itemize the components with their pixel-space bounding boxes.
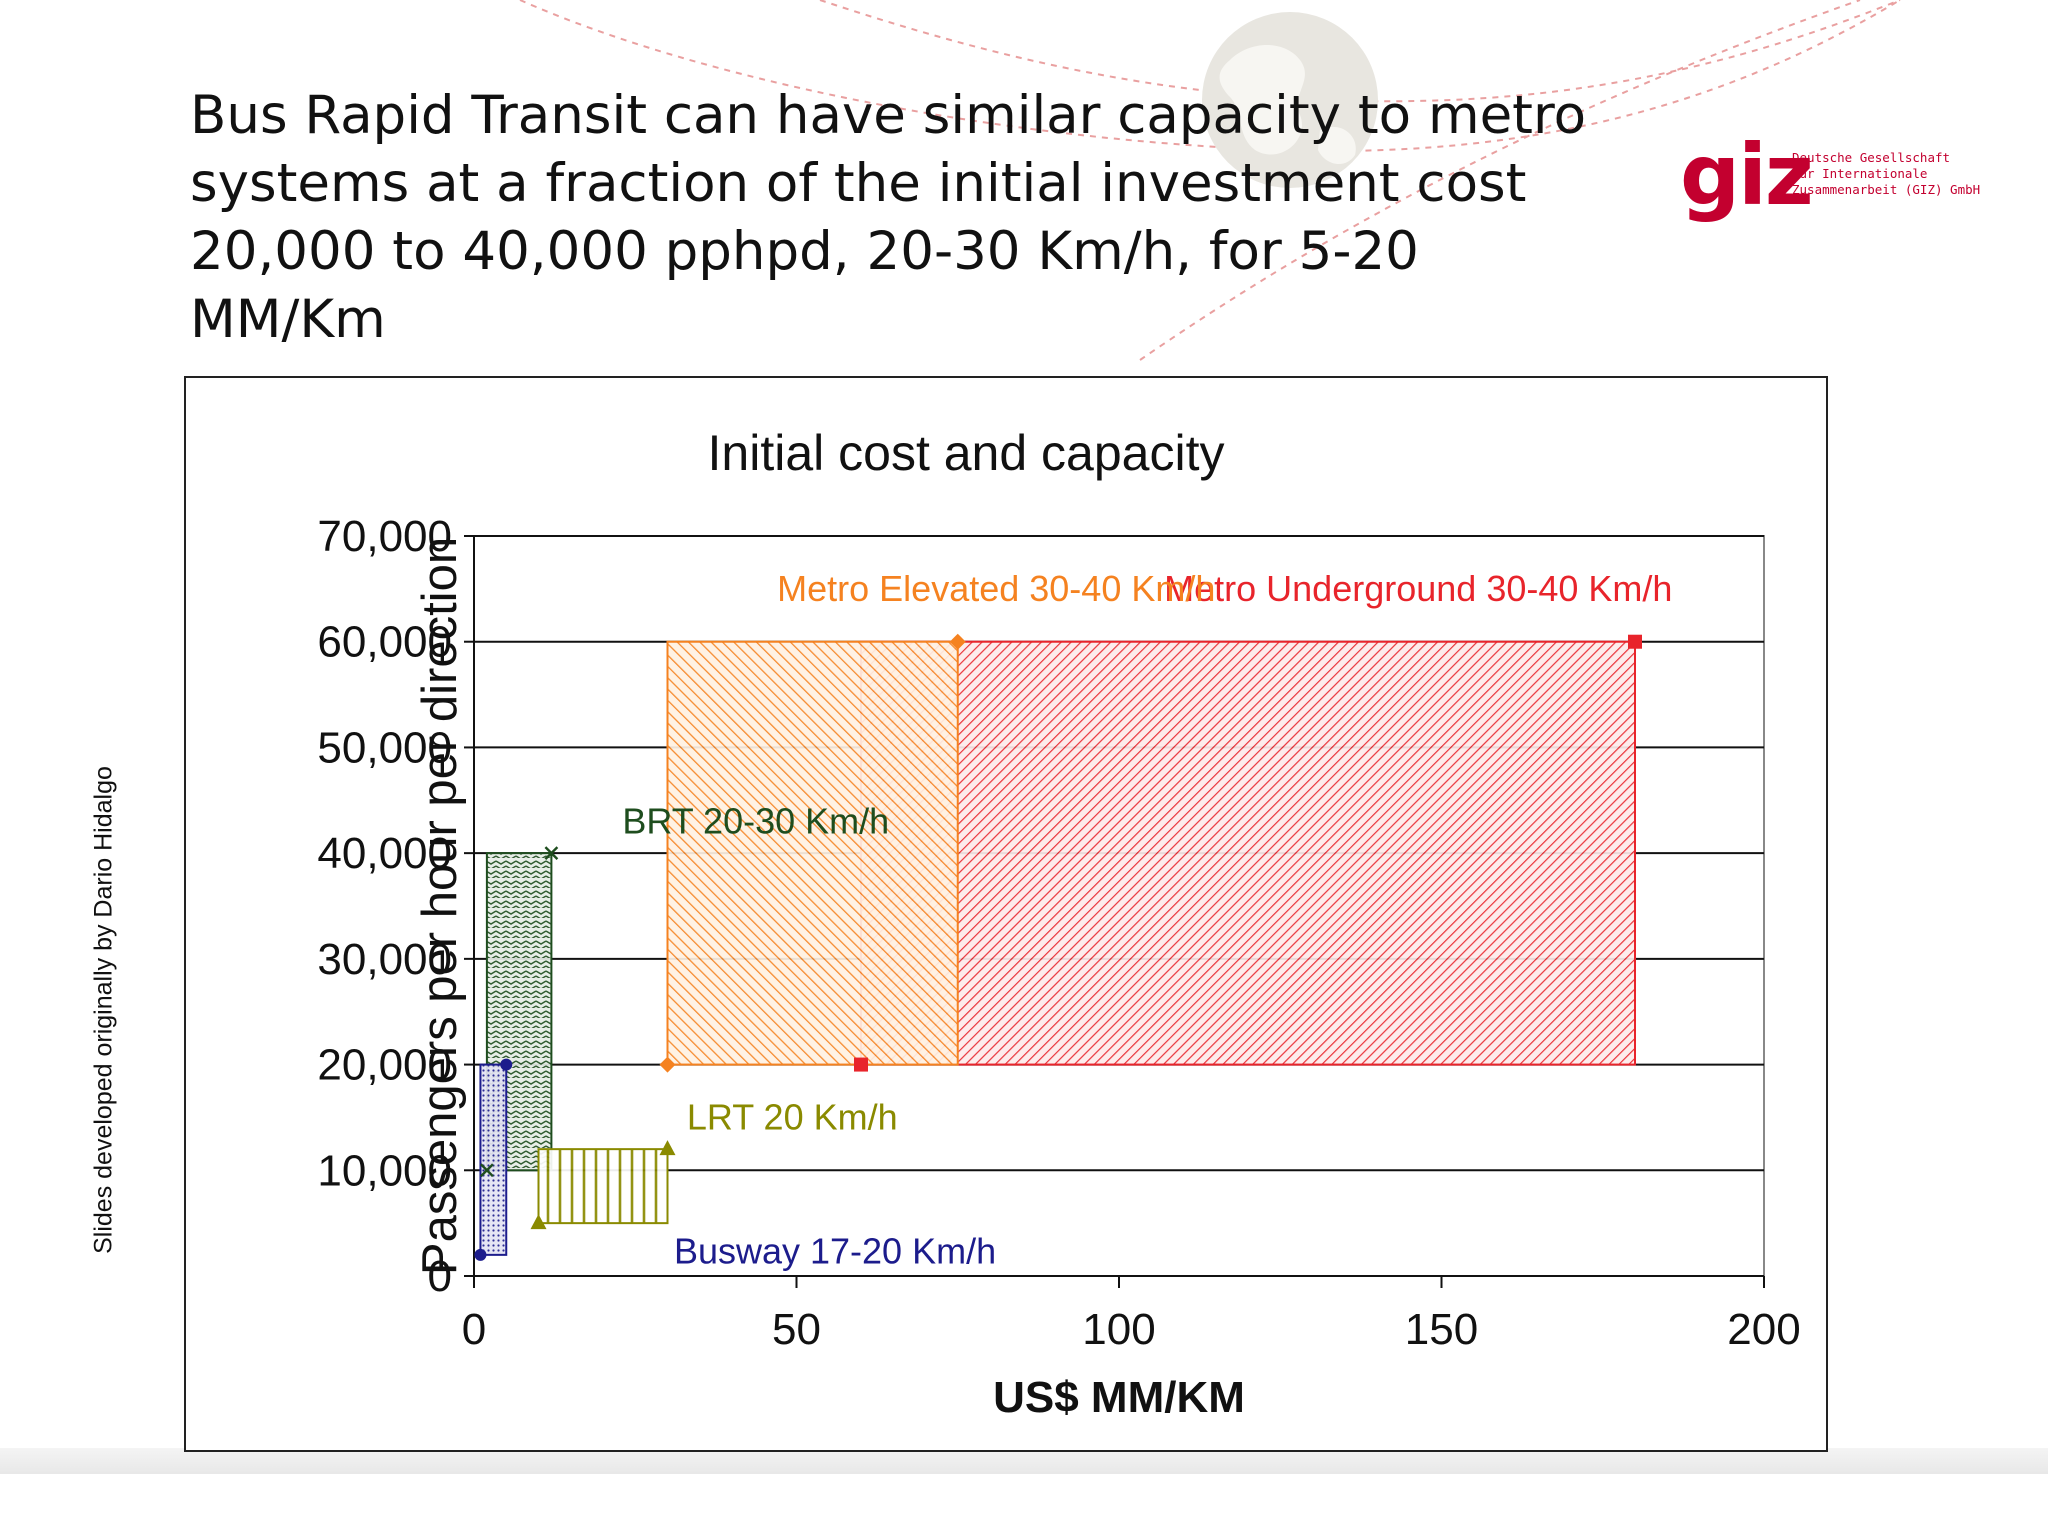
series-label: LRT 20 Km/h bbox=[687, 1096, 898, 1137]
series-regions bbox=[479, 640, 1636, 1256]
decorative-dashed-arc-2 bbox=[819, 0, 1901, 103]
series-marker-square bbox=[854, 1057, 868, 1072]
series-label: Metro Elevated 30-40 Km/h bbox=[777, 568, 1215, 609]
series-label: Busway 17-20 Km/h bbox=[674, 1231, 996, 1272]
giz-logo-subtitle: Deutsche Gesellschaft für Internationale… bbox=[1792, 150, 1981, 197]
series-marker-x-stroke bbox=[544, 846, 559, 860]
series-marker-circle bbox=[474, 1248, 487, 1261]
series-marker-triangle bbox=[530, 1214, 547, 1230]
x-axis: 0 50 100 150 200 bbox=[462, 1275, 1801, 1354]
y-tick-label: 0 bbox=[428, 1252, 452, 1301]
series-marker-circle bbox=[500, 1058, 513, 1071]
globe-landmass bbox=[1219, 45, 1305, 155]
series-markers bbox=[474, 633, 1642, 1261]
giz-logo-wordmark: giz bbox=[1680, 126, 1814, 224]
series-marker-x-stroke bbox=[480, 1163, 494, 1178]
series-region bbox=[537, 1148, 669, 1225]
series-label: BRT 20-30 Km/h bbox=[622, 800, 889, 841]
y-tick-label: 70,000 bbox=[317, 512, 452, 561]
series-marker-diamond bbox=[659, 1056, 676, 1073]
y-axis-label: Passengers per hour per direction bbox=[413, 537, 467, 1275]
y-axis: 0 10,000 20,000 30,000 40,000 50,000 60,000 70,… bbox=[317, 512, 475, 1301]
x-tick-label: 50 bbox=[772, 1305, 821, 1354]
globe-landmass-2 bbox=[1318, 126, 1356, 165]
x-tick-label: 0 bbox=[462, 1305, 486, 1354]
series-label: Metro Underground 30-40 Km/h bbox=[1164, 568, 1672, 609]
series-marker-square bbox=[1628, 634, 1642, 649]
slide-title-line-3: 20,000 to 40,000 pphpd, 20-30 Km/h, for … bbox=[190, 221, 1419, 282]
y-tick-label: 40,000 bbox=[317, 829, 452, 878]
y-tick-label: 20,000 bbox=[317, 1041, 452, 1090]
slide-title-line-1: Bus Rapid Transit can have similar capac… bbox=[190, 85, 1587, 146]
y-tick-label: 60,000 bbox=[317, 618, 452, 667]
y-tick-label: 30,000 bbox=[317, 935, 452, 984]
chart-frame: Initial cost and capacity 0 10,000 20,000 3… bbox=[184, 376, 1828, 1452]
decorative-dashed-arc-1 bbox=[519, 0, 1901, 152]
slide-title: Bus Rapid Transit can have similar capac… bbox=[190, 82, 1587, 354]
chart: Initial cost and capacity 0 10,000 20,000 3… bbox=[317, 425, 1801, 1422]
slide-title-line-4: MM/Km bbox=[190, 289, 386, 350]
x-tick-label: 200 bbox=[1727, 1305, 1800, 1354]
chart-title: Initial cost and capacity bbox=[708, 425, 1225, 481]
x-tick-label: 100 bbox=[1082, 1305, 1155, 1354]
background-decoration bbox=[519, 0, 1901, 361]
series-marker-triangle bbox=[659, 1140, 676, 1156]
y-tick-label: 50,000 bbox=[317, 723, 452, 772]
series-region bbox=[666, 640, 959, 1066]
giz-logo: giz Deutsche Gesellschaft für Internatio… bbox=[1680, 126, 2000, 224]
side-note-credit: Slides developed originally by Dario Hid… bbox=[89, 766, 118, 1254]
slide-footer-bar bbox=[0, 1448, 2048, 1474]
y-tick-label: 10,000 bbox=[317, 1146, 452, 1195]
x-tick-label: 150 bbox=[1405, 1305, 1478, 1354]
series-region bbox=[860, 640, 1636, 1066]
x-axis-label: US$ MM/KM bbox=[993, 1373, 1245, 1422]
series-marker-diamond bbox=[949, 633, 966, 650]
decorative-dashed-arc-3 bbox=[1139, 0, 1861, 361]
slide-title-line-2: systems at a fraction of the initial inv… bbox=[190, 153, 1527, 214]
series-region bbox=[479, 1063, 508, 1256]
